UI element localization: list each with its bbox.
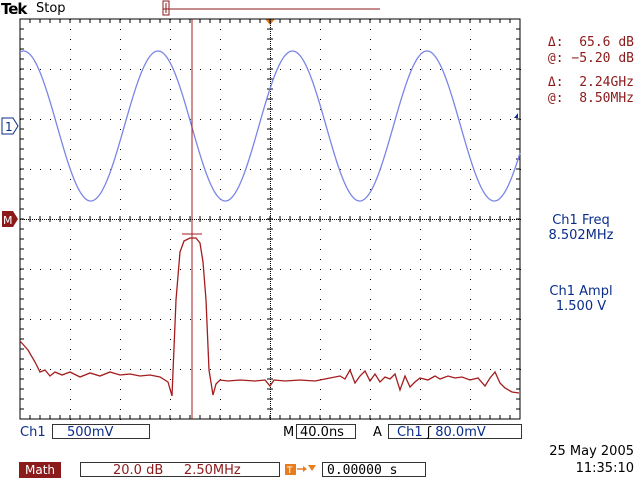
- trigger-source: Ch1: [397, 425, 423, 440]
- math-settings[interactable]: 20.0 dB 2.50MHz: [80, 462, 280, 478]
- run-state: Stop: [36, 1, 66, 16]
- trigger-level: 80.0mV: [435, 425, 486, 440]
- measurement-value: 1.500 V: [555, 299, 607, 314]
- math-marker-label: M: [3, 214, 13, 227]
- measurement-ch1-freq: Ch1 Freq 8.502MHz: [526, 213, 636, 243]
- cursor-at-freq: @: 8.50MHz: [547, 91, 634, 106]
- math-marker[interactable]: M: [2, 211, 18, 227]
- svg-text:T: T: [286, 466, 293, 476]
- record-window-marker: [162, 0, 170, 16]
- timebase-label: M: [283, 425, 295, 440]
- cursor-at-amp: @: −5.20 dB: [547, 51, 634, 66]
- ch1-marker[interactable]: 1: [1, 117, 19, 135]
- horizontal-position[interactable]: 0.00000 s: [322, 462, 426, 478]
- math-fft-waveform: [19, 237, 520, 397]
- ch1-waveform: [19, 50, 521, 202]
- brand-logo: Tek: [1, 0, 27, 18]
- ch1-scale[interactable]: 500mV: [52, 424, 150, 440]
- cursor-delta-freq: Δ: 2.24GHz: [547, 75, 634, 90]
- timebase-value[interactable]: 40.0ns: [296, 424, 356, 440]
- time-display: 11:35:10: [575, 461, 634, 476]
- math-span: 2.50MHz: [183, 463, 241, 478]
- ch1-marker-label: 1: [5, 120, 13, 134]
- math-label[interactable]: Math: [19, 462, 61, 478]
- measurement-value: 8.502MHz: [548, 228, 614, 243]
- trigger-slope-icon: ʃ: [426, 425, 432, 440]
- trigger-position-icon: T: [284, 462, 320, 477]
- trigger-mode-label: A: [373, 425, 382, 440]
- ch1-label[interactable]: Ch1: [20, 425, 46, 440]
- cursor-delta-amp: Δ: 65.6 dB: [547, 35, 634, 50]
- measurement-name: Ch1 Ampl: [549, 284, 613, 299]
- measurement-name: Ch1 Freq: [552, 213, 610, 228]
- trigger-settings[interactable]: Ch1 ʃ 80.0mV: [388, 424, 522, 440]
- measurement-ch1-ampl: Ch1 Ampl 1.500 V: [526, 284, 636, 314]
- date-display: 25 May 2005: [549, 444, 634, 459]
- graticule-grid: [19, 18, 521, 420]
- math-scale: 20.0 dB: [113, 463, 164, 478]
- ch1-offset-arrow: [511, 113, 518, 123]
